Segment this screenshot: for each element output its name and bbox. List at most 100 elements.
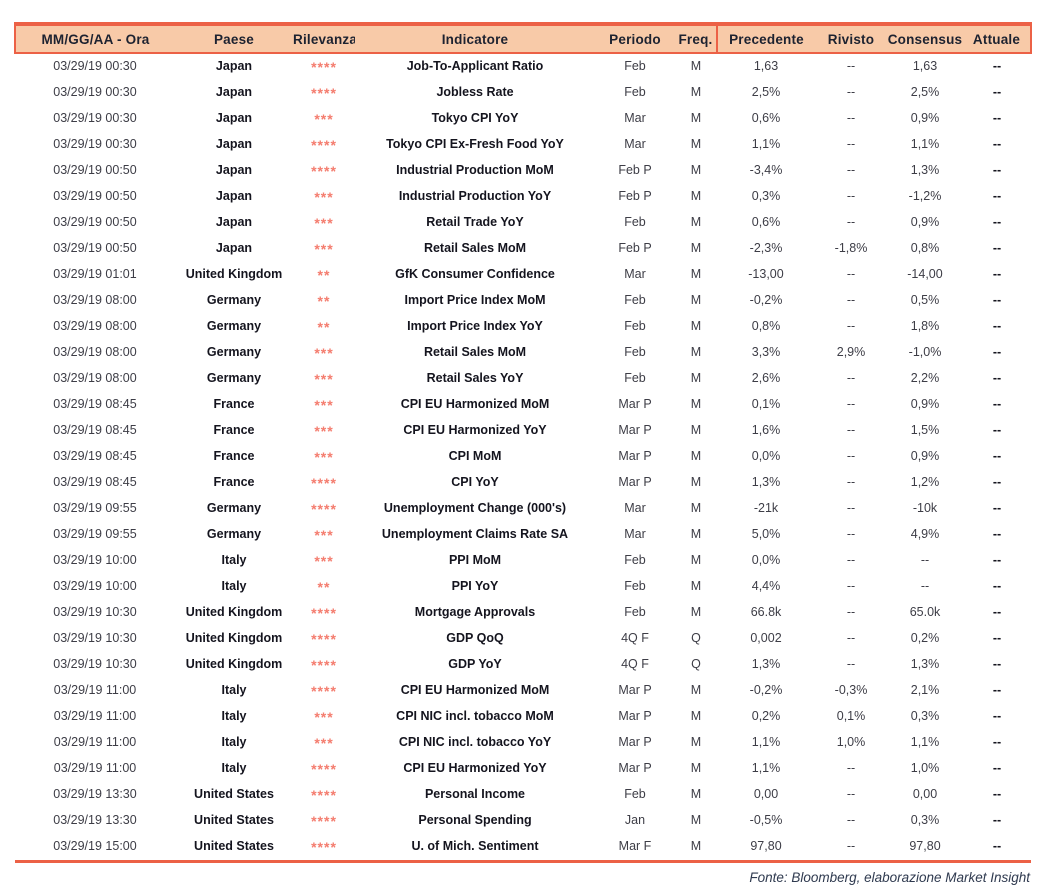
cell-country: Germany [206,501,262,516]
cell-indicator: CPI EU Harmonized YoY [403,761,547,776]
table-row: 03/29/19 08:00 Germany *** Retail Sales MoM… [15,340,1031,366]
cell-period: Feb [624,345,646,360]
table-row: 03/29/19 10:30 United Kingdom **** GDP QoQ 4… [15,626,1031,652]
cell-previous: 1,1% [751,735,781,750]
cell-consensus: 1,3% [910,657,940,672]
cell-country: Japan [215,111,253,126]
cell-previous: 0,6% [751,111,781,126]
cell-actual: -- [992,241,1002,256]
column-header-freq: Freq. [675,24,717,54]
cell-indicator: Retail Sales MoM [423,345,527,360]
cell-datetime: 03/29/19 10:00 [53,579,137,594]
cell-relevance: **** [311,59,337,75]
cell-indicator: GfK Consumer Confidence [395,267,555,282]
cell-indicator: Personal Income [424,787,526,802]
cell-datetime: 03/29/19 08:00 [53,293,137,308]
cell-actual: -- [992,475,1002,490]
cell-actual: -- [992,735,1002,750]
cell-previous: 66.8k [750,605,782,620]
cell-period: Mar [624,111,646,126]
cell-country: France [213,397,255,412]
cell-country: Japan [215,59,253,74]
cell-period: Mar P [618,475,652,490]
cell-consensus: 0,5% [910,293,940,308]
table-row: 03/29/19 00:30 Japan **** Tokyo CPI Ex-Fres… [15,132,1031,158]
cell-freq: M [690,267,702,282]
cell-indicator: Industrial Production MoM [396,163,554,178]
table-row: 03/29/19 08:00 Germany ** Import Price Inde… [15,314,1031,340]
cell-actual: -- [992,579,1002,594]
cell-previous: 0,0% [751,553,781,568]
cell-relevance: ** [317,293,331,309]
cell-indicator: Tokyo CPI YoY [431,111,519,126]
cell-previous: 1,3% [751,475,781,490]
cell-previous: 0,002 [750,631,782,646]
cell-datetime: 03/29/19 10:30 [53,631,137,646]
cell-indicator: CPI EU Harmonized YoY [403,423,547,438]
cell-indicator: Tokyo CPI Ex-Fresh Food YoY [386,137,564,152]
cell-country: Germany [206,345,262,360]
cell-previous: 0,8% [751,319,781,334]
cell-previous: -0,5% [749,813,783,828]
cell-relevance: *** [314,345,334,361]
cell-freq: M [690,813,702,828]
cell-revised: -- [846,631,856,646]
cell-freq: M [690,475,702,490]
table-row: 03/29/19 00:50 Japan **** Industrial Produc… [15,158,1031,184]
cell-actual: -- [992,345,1002,360]
cell-indicator: CPI YoY [451,475,499,490]
table-body: 03/29/19 00:30 Japan **** Job-To-Applicant … [15,53,1031,862]
cell-indicator: Import Price Index YoY [407,319,543,334]
cell-country: United Kingdom [185,605,283,620]
table-row: 03/29/19 00:50 Japan *** Industrial Product… [15,184,1031,210]
cell-period: Feb P [618,163,652,178]
cell-actual: -- [992,787,1002,802]
table-row: 03/29/19 10:00 Italy *** PPI MoM Feb M 0,0% -- -… [15,548,1031,574]
table-row: 03/29/19 11:00 Italy *** CPI NIC incl. toba… [15,704,1031,730]
cell-datetime: 03/29/19 00:50 [53,215,137,230]
cell-actual: -- [992,605,1002,620]
cell-previous: 2,6% [751,371,781,386]
cell-relevance: **** [311,605,337,621]
table-row: 03/29/19 08:00 Germany *** Retail Sales YoY… [15,366,1031,392]
cell-actual: -- [992,683,1002,698]
cell-datetime: 03/29/19 08:00 [53,345,137,360]
cell-revised: -- [846,579,856,594]
cell-freq: M [690,189,702,204]
cell-revised: 1,0% [836,735,866,750]
cell-revised: -- [846,475,856,490]
cell-country: Japan [215,189,253,204]
cell-revised: -- [846,423,856,438]
cell-consensus: -14,00 [907,267,943,282]
cell-indicator: Unemployment Claims Rate SA [381,527,569,542]
cell-revised: -- [846,111,856,126]
cell-relevance: *** [314,527,334,543]
table-row: 03/29/19 09:55 Germany *** Unemployment Cla… [15,522,1031,548]
cell-datetime: 03/29/19 09:55 [53,527,137,542]
table-row: 03/29/19 10:30 United Kingdom **** Mortgage… [15,600,1031,626]
cell-actual: -- [992,137,1002,152]
cell-period: Feb [624,579,646,594]
cell-country: France [213,449,255,464]
cell-datetime: 03/29/19 00:50 [53,241,137,256]
cell-consensus: -1,2% [908,189,942,204]
cell-period: Mar P [618,683,652,698]
cell-indicator: GDP QoQ [446,631,504,646]
cell-datetime: 03/29/19 10:30 [53,657,137,672]
cell-consensus: 2,1% [910,683,940,698]
cell-actual: -- [992,163,1002,178]
table-row: 03/29/19 08:45 France *** CPI MoM Mar P M 0,0%… [15,444,1031,470]
cell-consensus: -10k [912,501,938,516]
cell-freq: M [690,397,702,412]
cell-consensus: -1,0% [908,345,942,360]
cell-revised: -- [846,163,856,178]
cell-consensus: 0,8% [910,241,940,256]
table-row: 03/29/19 00:30 Japan **** Job-To-Applicant … [15,53,1031,80]
cell-indicator: Unemployment Change (000's) [383,501,567,516]
cell-actual: -- [992,293,1002,308]
cell-period: Feb [624,59,646,74]
cell-freq: Q [691,631,701,646]
cell-country: Italy [221,761,247,776]
cell-indicator: CPI MoM [448,449,502,464]
cell-datetime: 03/29/19 11:00 [53,709,137,724]
